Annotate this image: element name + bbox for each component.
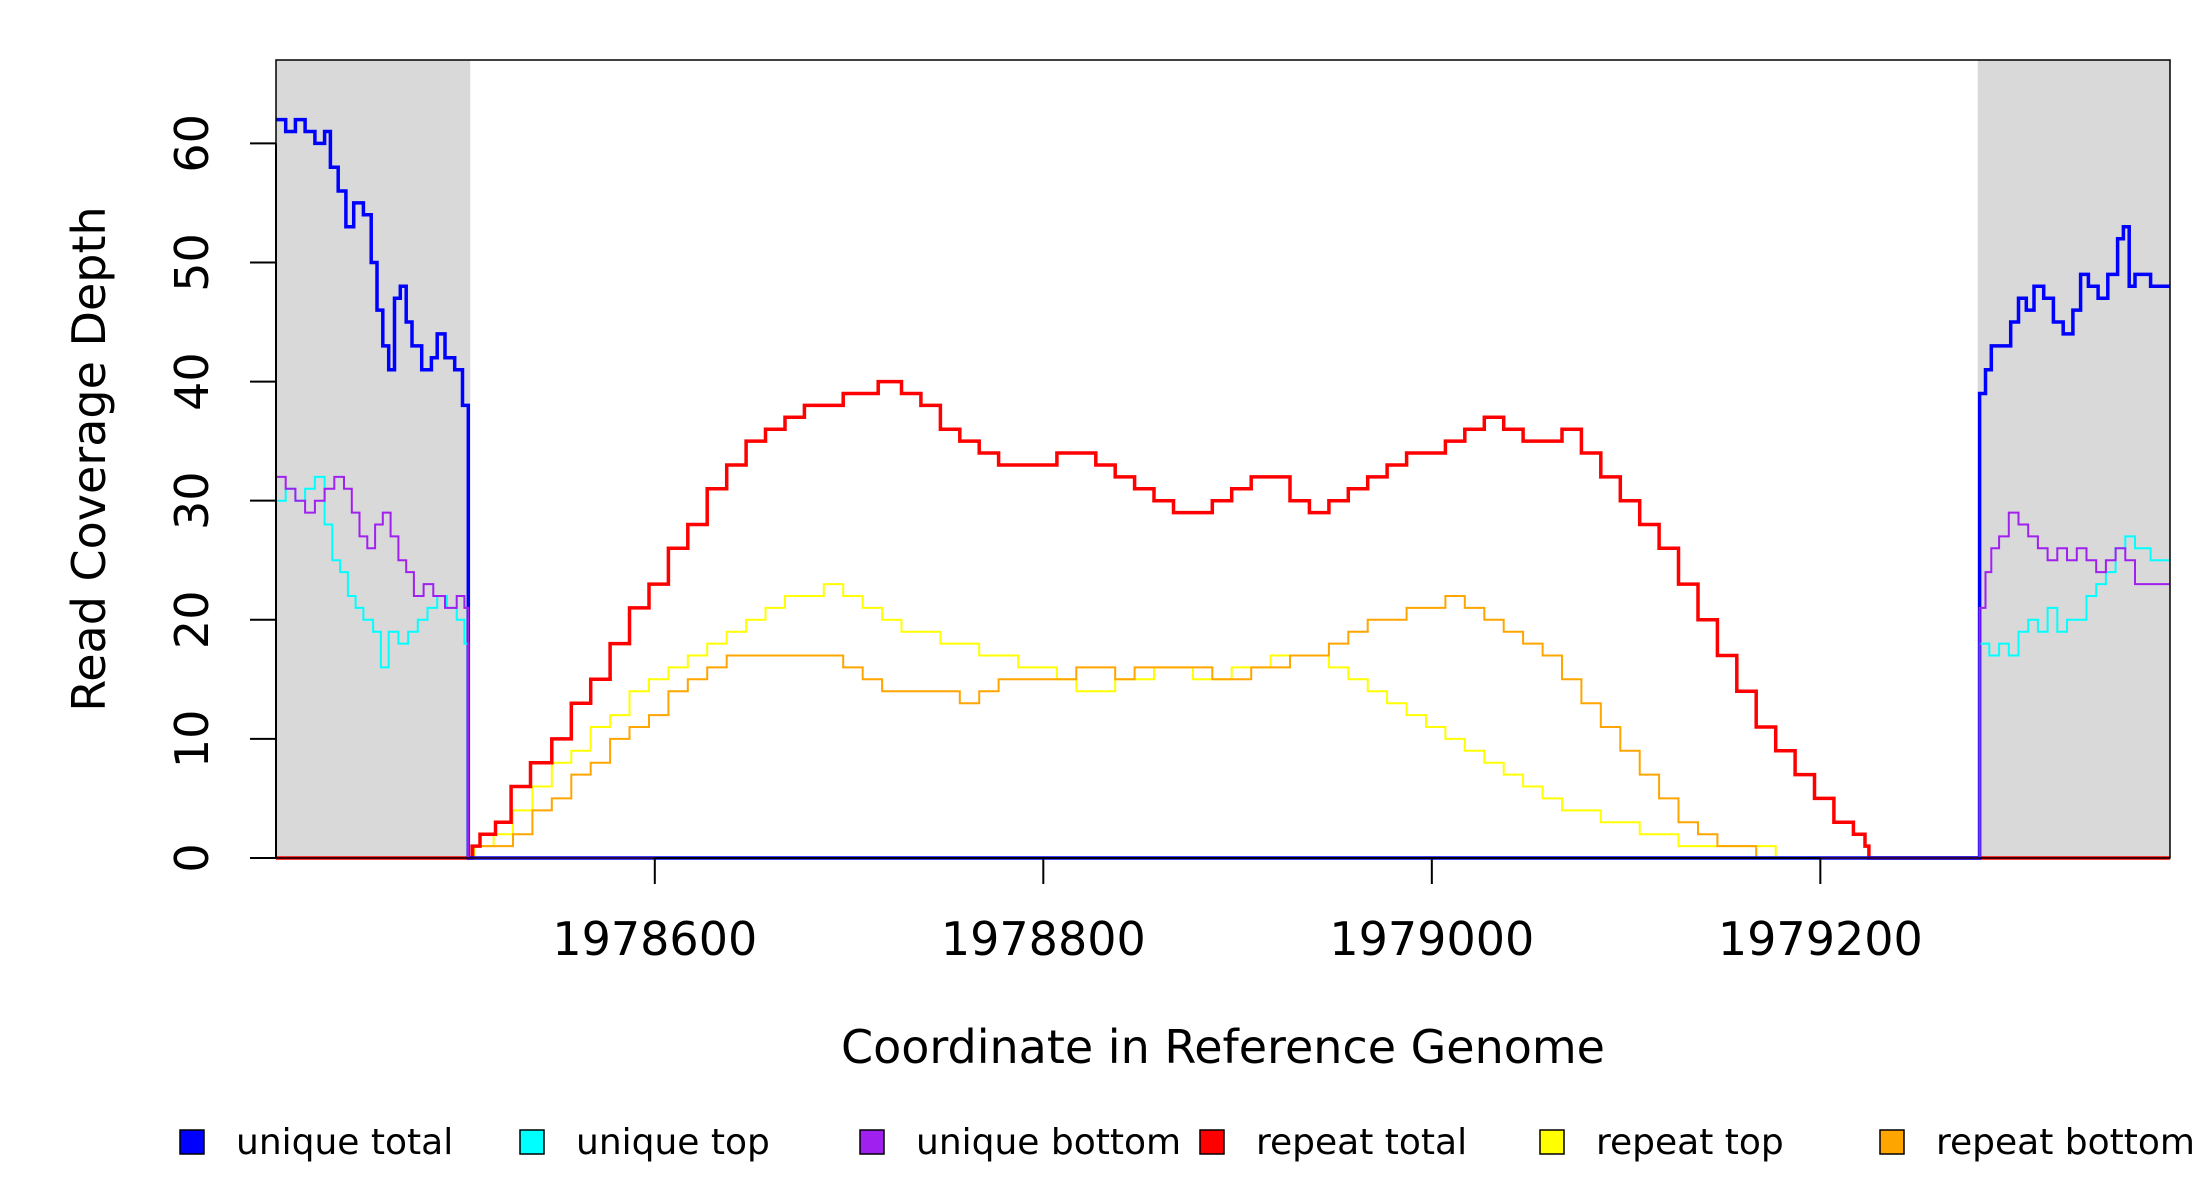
- y-tick-label: 60: [165, 114, 219, 173]
- legend-item-unique-top: unique top: [519, 1122, 770, 1163]
- series-unique-total-line: [276, 117, 2170, 860]
- series-unique-top-line: [276, 475, 2170, 859]
- y-tick-label: 40: [165, 352, 219, 411]
- series-unique-bottom-line: [276, 475, 2170, 859]
- legend-swatch-repeat-top: [1539, 1129, 1565, 1155]
- y-tick-label: 10: [165, 710, 219, 769]
- legend-item-repeat-bottom: repeat bottom: [1879, 1122, 2195, 1163]
- series-lines: [276, 117, 2170, 860]
- x-tick-label: 1979000: [1329, 912, 1534, 966]
- legend-swatch-unique-bottom: [859, 1129, 885, 1155]
- legend: unique total unique top unique bottom repea…: [179, 1122, 2195, 1163]
- y-tick-label: 0: [165, 843, 219, 872]
- y-tick-label: 20: [165, 591, 219, 650]
- x-axis-title: Coordinate in Reference Genome: [841, 1020, 1605, 1074]
- axes: 1978600 1978800 1979000 1979200 0 10 20 30 40 50 6…: [165, 114, 1923, 966]
- shaded-region-1: [276, 60, 471, 858]
- legend-swatch-unique-top: [519, 1129, 545, 1155]
- series-repeat-top-line: [276, 583, 2170, 859]
- legend-label-unique-top: unique top: [576, 1122, 770, 1163]
- y-axis-title: Read Coverage Depth: [62, 206, 116, 711]
- legend-item-repeat-total: repeat total: [1199, 1122, 1467, 1163]
- legend-label-unique-total: unique total: [236, 1122, 453, 1163]
- series-repeat-bottom-line: [276, 595, 2170, 859]
- legend-swatch-repeat-bottom: [1879, 1129, 1905, 1155]
- legend-item-unique-total: unique total: [179, 1122, 453, 1163]
- legend-item-repeat-top: repeat top: [1539, 1122, 1784, 1163]
- x-tick-label: 1978800: [941, 912, 1146, 966]
- shaded-regions: [276, 60, 2170, 858]
- legend-label-repeat-total: repeat total: [1256, 1122, 1467, 1163]
- legend-label-repeat-bottom: repeat bottom: [1936, 1122, 2195, 1163]
- x-tick-label: 1978600: [552, 912, 757, 966]
- legend-label-repeat-top: repeat top: [1596, 1122, 1784, 1163]
- legend-swatch-unique-total: [179, 1129, 205, 1155]
- legend-item-unique-bottom: unique bottom: [859, 1122, 1181, 1163]
- series-repeat-total-line: [276, 379, 2170, 860]
- x-tick-label: 1979200: [1718, 912, 1923, 966]
- y-tick-label: 30: [165, 471, 219, 530]
- y-tick-label: 50: [165, 233, 219, 292]
- legend-label-unique-bottom: unique bottom: [916, 1122, 1181, 1163]
- shaded-region-2: [1977, 60, 2170, 858]
- legend-swatch-repeat-total: [1199, 1129, 1225, 1155]
